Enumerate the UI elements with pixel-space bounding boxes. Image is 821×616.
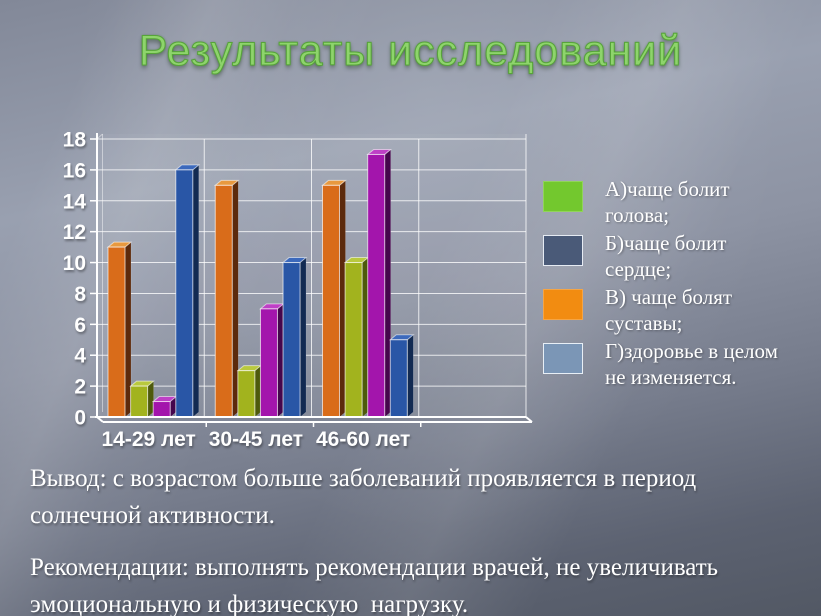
x-category-label-0: 14-29 лет [101,428,195,451]
bar-side-bar-magenta-30-45 лет [277,303,284,418]
bar-side-bar-orange-30-45 лет [232,179,239,418]
y-tick-label-12: 12 [63,221,86,244]
bar-side-bar-magenta-14-29 лет [169,396,177,418]
y-tick-label-14: 14 [63,190,87,213]
bar-top-bar-magenta-14-29 лет [151,396,178,403]
y-tick-label-8: 8 [74,283,86,306]
bar-side-bar-blue-14-29 лет [192,164,200,418]
bar-side-bar-orange-46-60 лет [339,179,346,418]
bar-side-bar-blue-30-45 лет [299,257,307,418]
plot-area [97,134,526,417]
legend-item-2: В) чаще болят суставы; [543,284,809,338]
bar-side-bar-blue-46-60 лет [407,334,414,418]
bar-bar-green-14-29 лет [130,385,149,418]
legend-item-0: А)чаще болит голова; [543,176,809,230]
bar-bar-blue-30-45 лет [282,262,301,418]
bar-bar-blue-14-29 лет [175,169,194,418]
conclusion-paragraph: Вывод: с возрастом больше заболеваний пр… [30,465,697,529]
legend-item-1: Б)чаще болит сердце; [543,230,809,284]
y-tick-label-10: 10 [63,252,86,275]
legend-swatch-2 [543,289,583,320]
bar-side-bar-green-14-29 лет [147,380,154,418]
bar-top-bar-green-30-45 лет [236,365,263,372]
bar-top-bar-blue-46-60 лет [388,334,415,341]
legend-swatch-3 [543,343,583,374]
bar-top-bar-green-14-29 лет [129,380,155,387]
bar-side-bar-green-46-60 лет [361,257,369,418]
bar-bar-green-46-60 лет [344,262,363,418]
y-tick-label-2: 2 [74,376,86,399]
legend-swatch-0 [543,181,583,212]
legend-swatch-1 [543,235,583,266]
slide-title: Результаты исследований [138,27,683,76]
bar-top-bar-magenta-46-60 лет [366,148,393,155]
bar-bar-blue-46-60 лет [389,339,408,418]
legend-item-3: Г)здоровье в целом не изменяется. [543,338,809,392]
y-tick-label-16: 16 [63,159,86,182]
bar-side-bar-magenta-46-60 лет [384,148,391,418]
x-category-label-1: 30-45 лет [209,428,303,451]
bar-top-bar-orange-14-29 лет [106,241,133,248]
bar-bar-magenta-46-60 лет [367,153,386,418]
floor-right-corner [525,416,533,423]
conclusion-block: Вывод: с возрастом больше заболеваний пр… [30,460,810,616]
legend-label-1: Б)чаще болит сердце; [605,231,727,281]
legend-label-0: А)чаще болит голова; [605,177,730,227]
floor-left-corner [96,416,104,423]
y-tick-label-0: 0 [74,407,86,430]
bar-bar-magenta-14-29 лет [152,401,171,418]
bar-top-bar-orange-30-45 лет [213,179,240,186]
bar-top-bar-magenta-30-45 лет [259,303,285,310]
bar-side-bar-orange-14-29 лет [124,241,132,418]
legend-label-2: В) чаще болят суставы; [605,285,733,335]
legend-label-3: Г)здоровье в целом не изменяется. [605,339,778,389]
bar-bar-green-30-45 лет [237,370,256,418]
bar-side-bar-green-30-45 лет [254,365,262,418]
y-tick-label-18: 18 [63,129,87,152]
y-tick-label-6: 6 [74,314,86,337]
bar-bar-orange-30-45 лет [214,184,233,418]
recommendation-paragraph: Рекомендации: выполнять рекомендации вра… [30,554,719,616]
bar-bar-orange-46-60 лет [322,184,340,418]
bar-top-bar-orange-46-60 лет [321,179,347,186]
y-axis-top-corner [96,133,103,140]
bar-bar-magenta-30-45 лет [259,308,278,418]
bar-bar-orange-14-29 лет [107,246,126,418]
chart-legend: А)чаще болит голова; Б)чаще болит сердце;… [543,176,809,392]
x-category-label-2: 46-60 лет [316,428,410,451]
bar-top-bar-blue-30-45 лет [281,257,308,264]
bar-top-bar-blue-14-29 лет [174,164,201,171]
y-tick-label-4: 4 [74,345,86,368]
bar-top-bar-green-46-60 лет [343,257,370,264]
